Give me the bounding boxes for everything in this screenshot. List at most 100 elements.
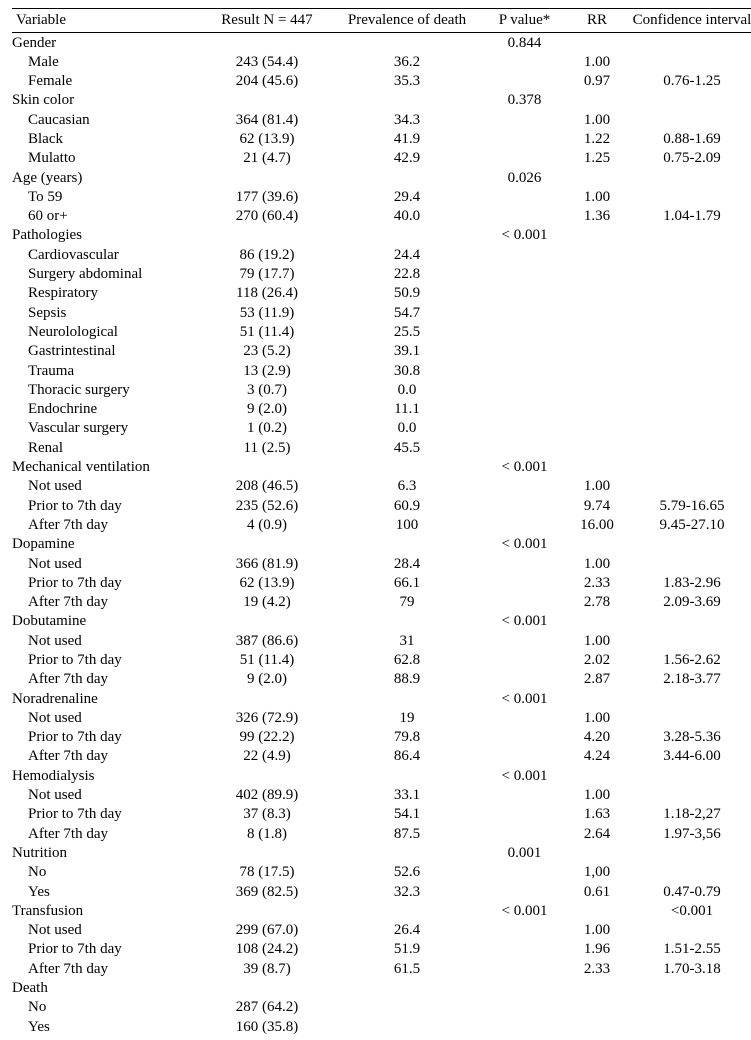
- row-result: 243 (54.4): [202, 52, 332, 71]
- row-ci: [627, 245, 751, 264]
- row-result: 37 (8.3): [202, 805, 332, 824]
- row-rr: 1.00: [567, 110, 627, 129]
- row-prevalence: 50.9: [332, 284, 482, 303]
- row-result: 108 (24.2): [202, 940, 332, 959]
- group-pvalue: 0.026: [482, 168, 567, 187]
- row-rr: [567, 998, 627, 1017]
- row-result: 51 (11.4): [202, 651, 332, 670]
- row-rr: 1.00: [567, 631, 627, 650]
- header-rr: RR: [567, 9, 627, 33]
- row-result: 208 (46.5): [202, 477, 332, 496]
- group-rr-empty: [567, 33, 627, 53]
- group-ci: [627, 979, 751, 998]
- row-pvalue-empty: [482, 631, 567, 650]
- row-label: After 7th day: [12, 670, 202, 689]
- row-result: 364 (81.4): [202, 110, 332, 129]
- group-ci: [627, 226, 751, 245]
- group-prev-empty: [332, 766, 482, 785]
- group-row: Age (years)0.026: [12, 168, 751, 187]
- row-result: 11 (2.5): [202, 438, 332, 457]
- group-result-empty: [202, 226, 332, 245]
- row-ci: 1.83-2.96: [627, 573, 751, 592]
- row-prevalence: 22.8: [332, 265, 482, 284]
- row-label: Not used: [12, 477, 202, 496]
- group-rr-empty: [567, 91, 627, 110]
- row-prevalence: [332, 998, 482, 1017]
- row-prevalence: 29.4: [332, 187, 482, 206]
- row-rr: [567, 400, 627, 419]
- table-row: After 7th day4 (0.9)10016.009.45-27.10: [12, 515, 751, 534]
- row-result: 86 (19.2): [202, 245, 332, 264]
- row-ci: [627, 554, 751, 573]
- row-prevalence: 35.3: [332, 72, 482, 91]
- row-result: 270 (60.4): [202, 207, 332, 226]
- group-label: Gender: [12, 33, 202, 53]
- group-row: Nutrition0.001: [12, 843, 751, 862]
- group-ci: [627, 612, 751, 631]
- group-result-empty: [202, 843, 332, 862]
- row-rr: 1.25: [567, 149, 627, 168]
- table-body: Gender0.844Male243 (54.4)36.21.00Female2…: [12, 33, 751, 1037]
- row-ci: [627, 419, 751, 438]
- row-ci: [627, 187, 751, 206]
- row-pvalue-empty: [482, 998, 567, 1017]
- row-pvalue-empty: [482, 805, 567, 824]
- group-pvalue: < 0.001: [482, 766, 567, 785]
- row-rr: 2.87: [567, 670, 627, 689]
- row-label: Gastrintestinal: [12, 342, 202, 361]
- row-rr: [567, 419, 627, 438]
- row-prevalence: 86.4: [332, 747, 482, 766]
- group-ci: [627, 91, 751, 110]
- row-label: After 7th day: [12, 824, 202, 843]
- row-label: Prior to 7th day: [12, 728, 202, 747]
- table-row: Yes160 (35.8): [12, 1017, 751, 1036]
- row-label: Endochrine: [12, 400, 202, 419]
- row-ci: 5.79-16.65: [627, 496, 751, 515]
- group-rr-empty: [567, 612, 627, 631]
- table-row: Gastrintestinal23 (5.2)39.1: [12, 342, 751, 361]
- row-rr: 2.33: [567, 573, 627, 592]
- row-result: 387 (86.6): [202, 631, 332, 650]
- group-row: Death: [12, 979, 751, 998]
- row-ci: 0.76-1.25: [627, 72, 751, 91]
- row-ci: [627, 110, 751, 129]
- row-prevalence: 100: [332, 515, 482, 534]
- table-row: Surgery abdominal79 (17.7)22.8: [12, 265, 751, 284]
- row-pvalue-empty: [482, 303, 567, 322]
- table-row: Not used387 (86.6)311.00: [12, 631, 751, 650]
- row-pvalue-empty: [482, 245, 567, 264]
- results-table: Variable Result N = 447 Prevalence of de…: [12, 8, 751, 1036]
- row-rr: 1.00: [567, 708, 627, 727]
- row-rr: [567, 284, 627, 303]
- row-prevalence: 32.3: [332, 882, 482, 901]
- row-prevalence: 79: [332, 593, 482, 612]
- table-row: No287 (64.2): [12, 998, 751, 1017]
- row-prevalence: 34.3: [332, 110, 482, 129]
- table-row: Mulatto21 (4.7)42.91.250.75-2.09: [12, 149, 751, 168]
- group-row: Pathologies< 0.001: [12, 226, 751, 245]
- row-label: Not used: [12, 708, 202, 727]
- group-rr-empty: [567, 458, 627, 477]
- table-row: After 7th day22 (4.9)86.44.243.44-6.00: [12, 747, 751, 766]
- row-pvalue-empty: [482, 419, 567, 438]
- group-prev-empty: [332, 901, 482, 920]
- table-row: Prior to 7th day99 (22.2)79.84.203.28-5.…: [12, 728, 751, 747]
- row-result: 369 (82.5): [202, 882, 332, 901]
- row-result: 22 (4.9): [202, 747, 332, 766]
- table-row: After 7th day39 (8.7)61.52.331.70-3.18: [12, 959, 751, 978]
- row-rr: [567, 380, 627, 399]
- row-ci: [627, 438, 751, 457]
- group-label: Skin color: [12, 91, 202, 110]
- row-prevalence: 87.5: [332, 824, 482, 843]
- row-label: Renal: [12, 438, 202, 457]
- row-prevalence: 31: [332, 631, 482, 650]
- row-pvalue-empty: [482, 573, 567, 592]
- row-pvalue-empty: [482, 129, 567, 148]
- row-prevalence: 11.1: [332, 400, 482, 419]
- table-row: Cardiovascular86 (19.2)24.4: [12, 245, 751, 264]
- group-result-empty: [202, 979, 332, 998]
- group-result-empty: [202, 689, 332, 708]
- row-label: Prior to 7th day: [12, 940, 202, 959]
- row-result: 62 (13.9): [202, 573, 332, 592]
- row-result: 204 (45.6): [202, 72, 332, 91]
